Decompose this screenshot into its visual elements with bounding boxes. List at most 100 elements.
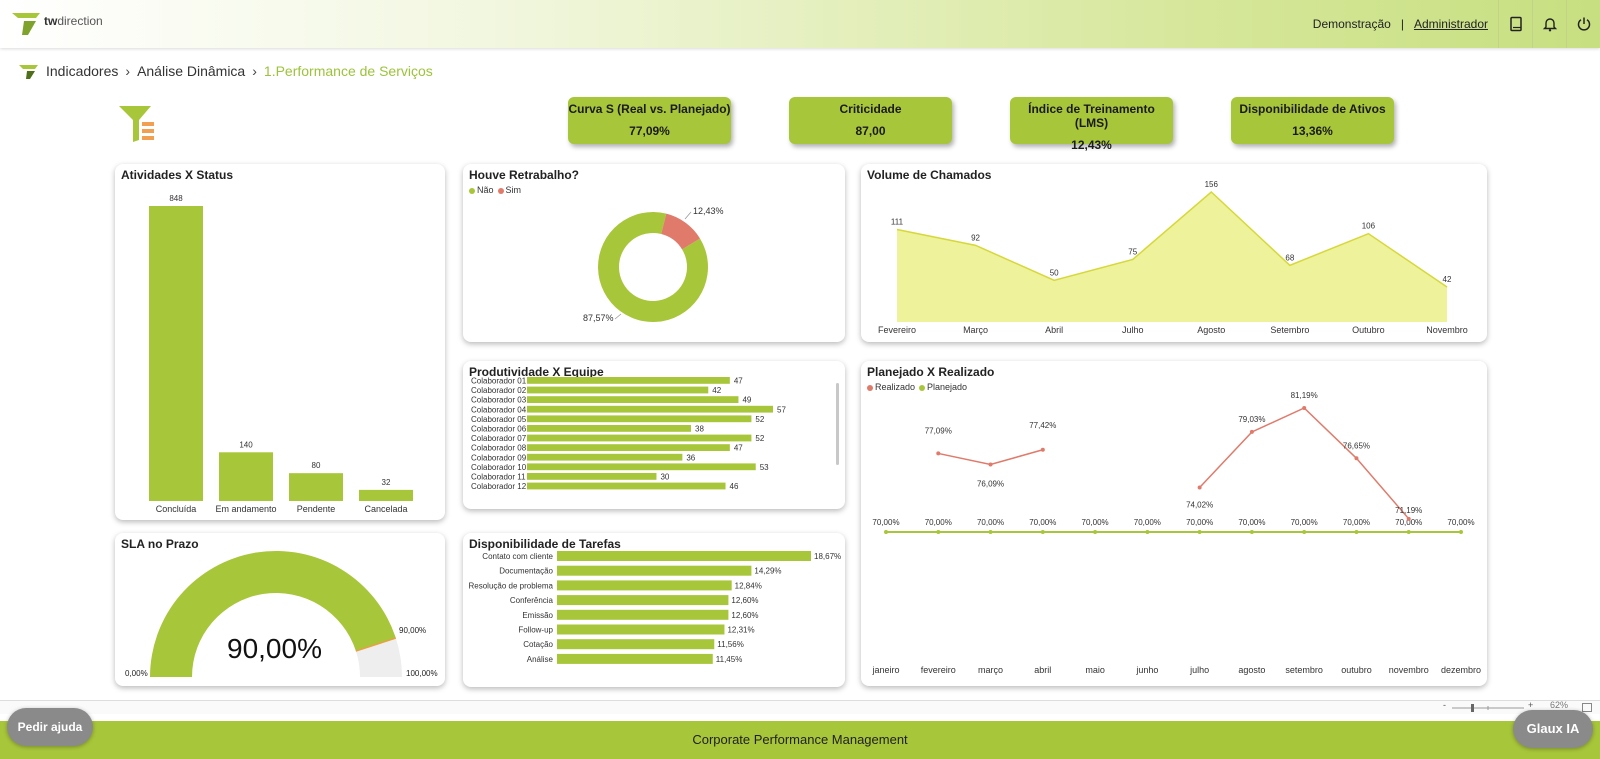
kpi-card[interactable]: Índice de Treinamento (LMS) 12,43% (1010, 97, 1173, 152)
bar (557, 580, 732, 591)
kpi-card[interactable]: Disponibilidade de Ativos 13,36% (1231, 97, 1394, 144)
tick-label: Colaborador 12 (471, 482, 527, 491)
zoom-in-button[interactable]: + (1528, 700, 1534, 710)
data-label: 71,19% (1395, 506, 1422, 515)
area-fill (897, 192, 1447, 322)
tick-label: Contato com cliente (482, 552, 553, 561)
bar (219, 452, 273, 501)
tick-label: Documentação (499, 567, 553, 576)
tarefas-chart-card: Disponibilidade de Tarefas Contato com c… (463, 533, 845, 687)
book-icon[interactable] (1498, 0, 1532, 48)
power-icon[interactable] (1566, 0, 1600, 48)
kpi-label: Curva S (Real vs. Planejado) (568, 102, 731, 116)
data-label: 92 (971, 233, 980, 242)
volume-area-chart: 111 Fevereiro 92 Março 50 Abril 75 Julho 156 Agos… (878, 180, 1468, 335)
bell-icon[interactable] (1532, 0, 1566, 48)
kpi-card[interactable]: Criticidade 87,00 (789, 97, 952, 144)
point-planejado (1040, 530, 1045, 534)
logo-text: twdirection (44, 14, 103, 28)
data-label: 11,45% (716, 655, 743, 664)
zoom-out-button[interactable]: - (1443, 700, 1446, 710)
legend-item[interactable]: Sim (497, 185, 521, 195)
data-label: 47 (734, 377, 743, 386)
point-planejado (1145, 530, 1150, 534)
tick-label: novembro (1389, 665, 1429, 675)
legend-item[interactable]: Realizado (867, 382, 915, 392)
bar (557, 624, 725, 635)
bar (557, 551, 811, 561)
chart-title: Houve Retrabalho? (469, 168, 580, 182)
kpi-card[interactable]: Curva S (Real vs. Planejado) 77,09% (568, 97, 731, 144)
sla-gauge-chart (150, 551, 402, 677)
data-label: 32 (382, 478, 391, 487)
zoom-slider[interactable] (1440, 702, 1540, 714)
data-label: 80 (312, 461, 321, 470)
point-planejado (1093, 530, 1098, 534)
data-label: 14,29% (754, 567, 781, 576)
tick-label: Cancelada (364, 504, 407, 514)
tick-label: julho (1189, 665, 1209, 675)
tick-label: abril (1034, 665, 1051, 675)
planejado-line-chart: 70,00% 70,00% 70,00% 70,00% 70,00% 70,00% 70,0… (871, 391, 1481, 675)
data-label: 76,09% (977, 480, 1004, 489)
data-label: 42 (1443, 275, 1452, 284)
data-label: 12,60% (731, 596, 758, 605)
data-label: 70,00% (1395, 518, 1422, 527)
filter-funnel-icon[interactable] (118, 104, 160, 144)
tick-label: Em andamento (215, 504, 276, 514)
fit-page-icon[interactable] (1582, 703, 1592, 712)
tick-label: Colaborador 06 (471, 425, 527, 434)
data-label: 81,19% (1291, 391, 1318, 400)
tick-label: Março (963, 325, 988, 335)
point-planejado (1197, 530, 1202, 534)
tick-label: março (978, 665, 1003, 675)
breadcrumb-home-icon[interactable] (18, 62, 42, 80)
chart-scrollbar[interactable] (836, 383, 839, 465)
bar (289, 473, 343, 501)
user-link[interactable]: Administrador (1413, 17, 1488, 31)
data-label: 12,60% (731, 611, 758, 620)
data-label: 70,00% (925, 518, 952, 527)
series-line (896, 190, 1448, 288)
top-bar: twdirection Demonstração | Administrador (0, 0, 1600, 48)
data-label: 111 (891, 218, 904, 227)
retrabalho-donut-chart: 12,43% 87,57% (583, 206, 724, 323)
data-label: 77,42% (1029, 421, 1056, 430)
data-label: 46 (730, 482, 739, 491)
kpi-label: Disponibilidade de Ativos (1239, 102, 1386, 116)
chart-title: Volume de Chamados (867, 168, 992, 182)
data-label: 68 (1285, 253, 1294, 262)
help-button[interactable]: Pedir ajuda (7, 708, 93, 746)
tick-label: Concluída (156, 504, 197, 514)
point-planejado (988, 530, 993, 534)
breadcrumb-item[interactable]: Indicadores (46, 63, 119, 79)
tick-label: setembro (1285, 665, 1323, 675)
tick-label: Colaborador 01 (471, 377, 527, 386)
produtividade-chart-card: Produtividade X Equipe Colaborador 01 47 C… (463, 361, 845, 509)
point-planejado (1249, 530, 1254, 534)
glaux-ai-button[interactable]: Glaux IA (1513, 710, 1593, 748)
data-label: 106 (1362, 222, 1376, 231)
point-planejado (1302, 530, 1307, 534)
donut-slice-nao (598, 212, 708, 322)
kpi-label: Índice de Treinamento (LMS) (1028, 102, 1155, 130)
bar (557, 565, 752, 576)
data-label: 77,09% (925, 426, 952, 435)
tick-label: Setembro (1270, 325, 1309, 335)
leader-line (614, 313, 622, 320)
tick-label: Colaborador 07 (471, 434, 527, 443)
kpi-label: Criticidade (839, 102, 902, 116)
bar (149, 206, 203, 501)
data-label: 18,67% (814, 552, 841, 561)
chart-title: Disponibilidade de Tarefas (469, 537, 621, 551)
breadcrumb-item[interactable]: Análise Dinâmica (137, 63, 246, 79)
legend-item[interactable]: Não (469, 185, 494, 195)
legend-item[interactable]: Planejado (919, 382, 967, 392)
tick-label: agosto (1238, 665, 1265, 675)
chart-title: Planejado X Realizado (867, 365, 995, 379)
bar (527, 396, 739, 403)
chevron-right-icon: › (252, 63, 257, 79)
data-label: 36 (686, 453, 695, 462)
logo-icon[interactable] (10, 9, 115, 39)
gauge-target-label: 90,00% (399, 626, 427, 635)
